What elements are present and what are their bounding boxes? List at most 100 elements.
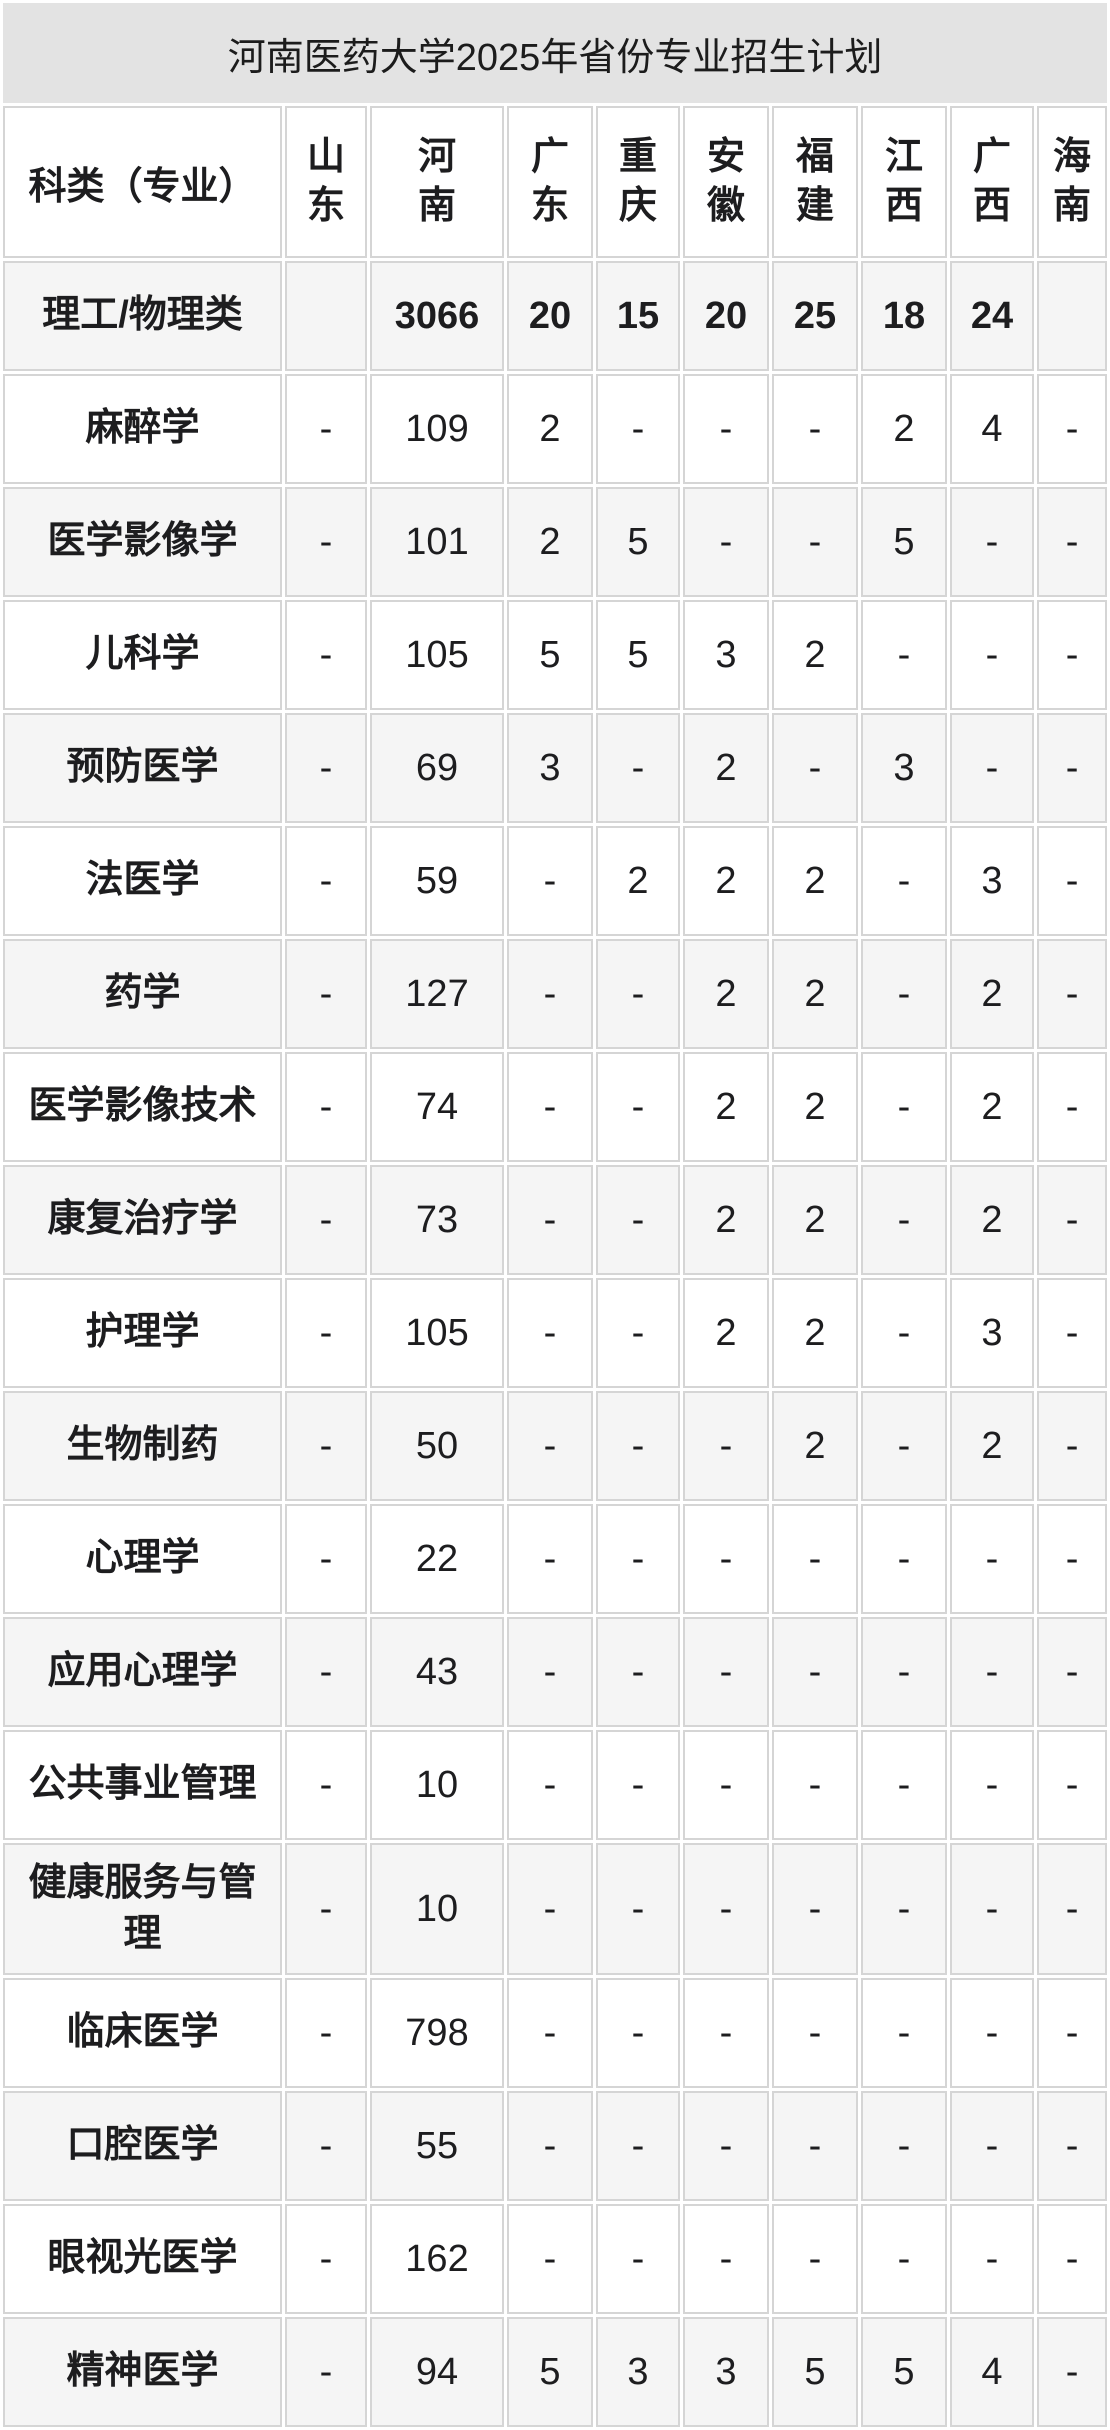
- value-cell: -: [683, 1843, 769, 1975]
- value-cell: 127: [370, 939, 504, 1049]
- value-cell: 50: [370, 1391, 504, 1501]
- value-cell: 18: [861, 261, 947, 371]
- value-cell: [1037, 261, 1108, 371]
- table-header-row: 科类（专业） 山东 河南 广东 重庆 安徽 福建 江西 广西 海南: [3, 106, 1108, 258]
- value-cell: -: [285, 600, 367, 710]
- column-header-province: 江西: [861, 106, 947, 258]
- value-cell: 3: [507, 713, 593, 823]
- value-cell: -: [861, 1617, 947, 1727]
- value-cell: 5: [861, 2317, 947, 2427]
- major-label-cell: 护理学: [3, 1278, 282, 1388]
- value-cell: -: [285, 826, 367, 936]
- value-cell: -: [285, 1504, 367, 1614]
- value-cell: 5: [596, 487, 680, 597]
- value-cell: 73: [370, 1165, 504, 1275]
- value-cell: -: [683, 1730, 769, 1840]
- value-cell: -: [1037, 1278, 1108, 1388]
- value-cell: 2: [683, 1165, 769, 1275]
- value-cell: -: [285, 1052, 367, 1162]
- value-cell: -: [861, 1843, 947, 1975]
- value-cell: 5: [861, 487, 947, 597]
- value-cell: 3: [683, 600, 769, 710]
- value-cell: -: [861, 600, 947, 710]
- value-cell: -: [861, 2091, 947, 2201]
- value-cell: -: [950, 487, 1034, 597]
- value-cell: 69: [370, 713, 504, 823]
- value-cell: -: [861, 1278, 947, 1388]
- value-cell: -: [596, 1391, 680, 1501]
- value-cell: -: [861, 939, 947, 1049]
- value-cell: -: [861, 1730, 947, 1840]
- value-cell: 3066: [370, 261, 504, 371]
- value-cell: -: [1037, 374, 1108, 484]
- value-cell: 109: [370, 374, 504, 484]
- major-label-cell: 口腔医学: [3, 2091, 282, 2201]
- major-label-cell: 法医学: [3, 826, 282, 936]
- value-cell: 5: [507, 600, 593, 710]
- table-row: 健康服务与管理 - 10 - - - - - - -: [3, 1843, 1108, 1975]
- value-cell: 74: [370, 1052, 504, 1162]
- value-cell: -: [596, 713, 680, 823]
- value-cell: 15: [596, 261, 680, 371]
- value-cell: -: [772, 2091, 858, 2201]
- value-cell: -: [772, 1617, 858, 1727]
- column-header-province: 广东: [507, 106, 593, 258]
- category-total-row: 理工/物理类 3066 20 15 20 25 18 24: [3, 261, 1108, 371]
- value-cell: 2: [683, 1278, 769, 1388]
- value-cell: -: [285, 1278, 367, 1388]
- value-cell: 10: [370, 1730, 504, 1840]
- value-cell: 2: [596, 826, 680, 936]
- value-cell: -: [507, 1978, 593, 2088]
- value-cell: -: [1037, 939, 1108, 1049]
- value-cell: -: [950, 1504, 1034, 1614]
- value-cell: 2: [683, 826, 769, 936]
- value-cell: -: [507, 2091, 593, 2201]
- column-header-province: 安徽: [683, 106, 769, 258]
- table-row: 药学 - 127 - - 2 2 - 2 -: [3, 939, 1108, 1049]
- value-cell: 3: [950, 826, 1034, 936]
- value-cell: -: [1037, 1165, 1108, 1275]
- major-label-cell: 医学影像技术: [3, 1052, 282, 1162]
- value-cell: 2: [507, 374, 593, 484]
- value-cell: -: [861, 1504, 947, 1614]
- value-cell: -: [1037, 2317, 1108, 2427]
- value-cell: -: [285, 487, 367, 597]
- major-label-cell: 临床医学: [3, 1978, 282, 2088]
- value-cell: -: [950, 713, 1034, 823]
- value-cell: 3: [596, 2317, 680, 2427]
- value-cell: -: [507, 1165, 593, 1275]
- value-cell: -: [285, 1730, 367, 1840]
- value-cell: 22: [370, 1504, 504, 1614]
- value-cell: -: [950, 600, 1034, 710]
- value-cell: -: [683, 2091, 769, 2201]
- major-label-cell: 医学影像学: [3, 487, 282, 597]
- table-row: 法医学 - 59 - 2 2 2 - 3 -: [3, 826, 1108, 936]
- table-row: 预防医学 - 69 3 - 2 - 3 - -: [3, 713, 1108, 823]
- value-cell: -: [683, 1391, 769, 1501]
- major-label-cell: 药学: [3, 939, 282, 1049]
- value-cell: -: [285, 713, 367, 823]
- value-cell: -: [507, 1391, 593, 1501]
- value-cell: -: [683, 374, 769, 484]
- table-row: 口腔医学 - 55 - - - - - - -: [3, 2091, 1108, 2201]
- table-title: 河南医药大学2025年省份专业招生计划: [3, 3, 1108, 103]
- value-cell: 4: [950, 2317, 1034, 2427]
- value-cell: -: [1037, 600, 1108, 710]
- value-cell: 2: [950, 1165, 1034, 1275]
- value-cell: -: [596, 1504, 680, 1614]
- column-header-province: 海南: [1037, 106, 1108, 258]
- value-cell: -: [1037, 1617, 1108, 1727]
- value-cell: -: [596, 1730, 680, 1840]
- table-row: 麻醉学 - 109 2 - - - 2 4 -: [3, 374, 1108, 484]
- table-row: 医学影像学 - 101 2 5 - - 5 - -: [3, 487, 1108, 597]
- value-cell: -: [683, 1504, 769, 1614]
- value-cell: -: [596, 1978, 680, 2088]
- value-cell: 105: [370, 1278, 504, 1388]
- major-label-cell: 精神医学: [3, 2317, 282, 2427]
- value-cell: -: [950, 1730, 1034, 1840]
- value-cell: 2: [772, 1052, 858, 1162]
- major-label-cell: 生物制药: [3, 1391, 282, 1501]
- value-cell: -: [596, 1052, 680, 1162]
- value-cell: -: [285, 939, 367, 1049]
